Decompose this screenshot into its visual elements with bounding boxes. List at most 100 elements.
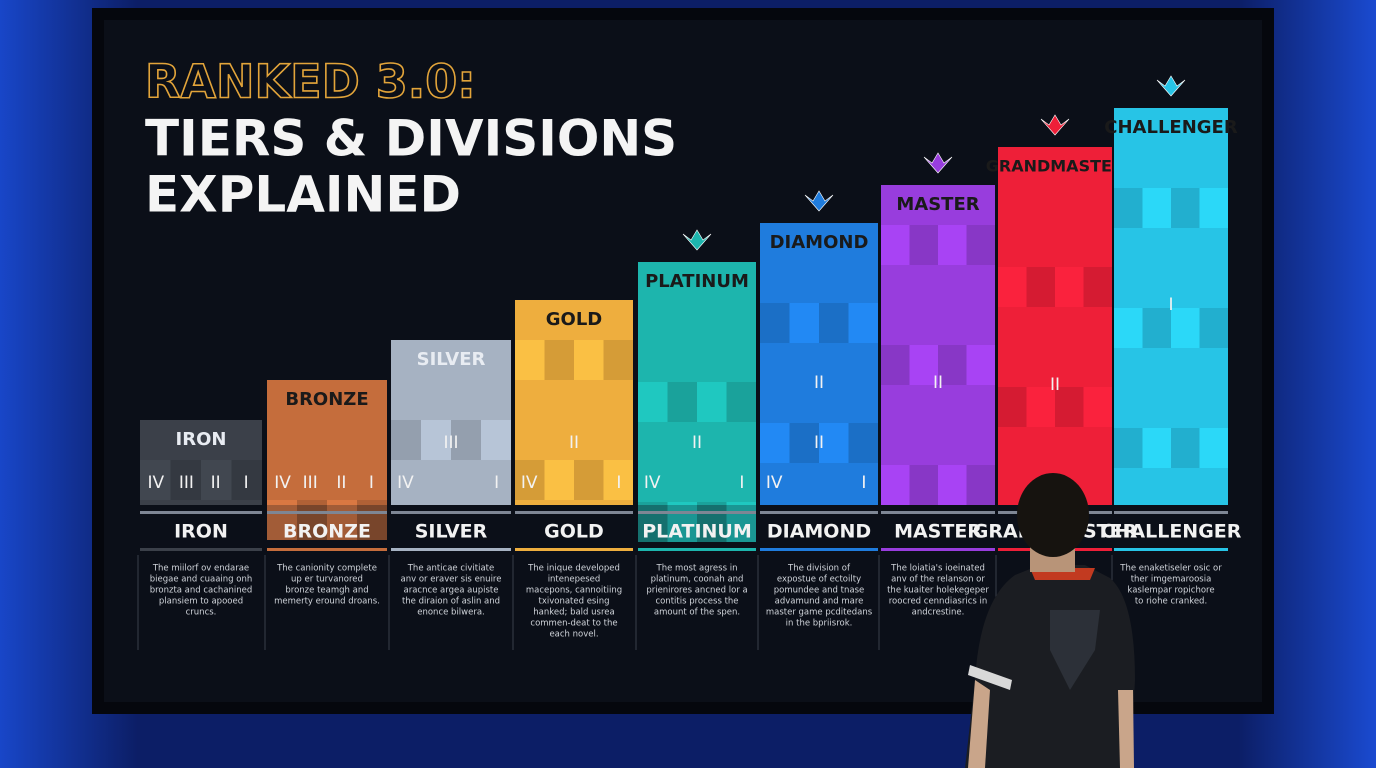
tier-description: hanked; bald usrea	[533, 608, 614, 618]
division-label: I	[494, 473, 499, 493]
title-line-3: EXPLAINED	[145, 166, 461, 224]
tier-emblem	[682, 229, 712, 251]
mosaic-cell	[1083, 267, 1112, 307]
mosaic-cell	[667, 382, 697, 422]
division-label: I	[739, 473, 744, 493]
tier-name: MASTER	[896, 194, 979, 215]
tier-name: DIAMOND	[770, 232, 869, 253]
tier-name: IRON	[176, 429, 227, 450]
mosaic-cell	[1142, 428, 1171, 468]
mosaic-cell	[848, 303, 878, 343]
tier-description: expostue of ectoilty	[777, 575, 861, 585]
label-bar	[515, 511, 633, 514]
mosaic-cell	[697, 502, 727, 542]
mosaic-cell	[760, 423, 790, 463]
person	[965, 473, 1135, 768]
mosaic-cell	[451, 420, 481, 460]
mosaic-cell	[667, 502, 697, 542]
tier-emblem	[923, 152, 953, 174]
tier-description: The inique developed	[527, 564, 620, 574]
tier-description: commen-deat to the	[530, 619, 617, 629]
tier-name: GRANDMASTER	[986, 157, 1125, 176]
tier-description: bronzta and cachanined	[150, 586, 253, 596]
mosaic-cell	[697, 382, 727, 422]
mosaic-cell	[638, 502, 668, 542]
division-label: II	[814, 433, 824, 453]
tier-name: GOLD	[546, 309, 603, 330]
mosaic-cell	[170, 460, 201, 500]
tier-description: txivonated esing	[538, 597, 609, 607]
division-label: III	[303, 473, 318, 493]
tier-label: CHALLENGER	[1101, 521, 1242, 543]
tier-description: The division of	[787, 564, 851, 574]
label-bar	[638, 511, 756, 514]
mosaic-cell	[481, 420, 511, 460]
tier-description: the diraion of aslin and	[402, 597, 500, 607]
mosaic-cell	[1083, 387, 1112, 427]
division-label: II	[933, 373, 943, 393]
tier-bar	[998, 147, 1112, 505]
mosaic-cell	[789, 423, 819, 463]
tier-description: The miilorf ov endarae	[152, 564, 249, 574]
tier-description: kaslempar ropichore	[1127, 586, 1214, 596]
tier-label: MASTER	[894, 521, 982, 543]
tier-description: anv or eraver sis enuire	[401, 575, 502, 585]
mosaic-cell	[1199, 308, 1228, 348]
tier-description: intenepesed	[548, 575, 601, 585]
label-bar	[391, 511, 511, 514]
tier-description: pomundee and tnase	[774, 586, 865, 596]
mosaic-cell	[819, 303, 849, 343]
mosaic-cell	[297, 500, 327, 540]
division-label: III	[179, 473, 194, 493]
mosaic-cell	[1026, 387, 1055, 427]
label-bar	[881, 511, 995, 514]
tier-bar	[267, 380, 387, 505]
division-label: IV	[521, 473, 538, 493]
mosaic-cell	[938, 345, 967, 385]
label-bar	[1114, 511, 1228, 514]
division-label: IV	[397, 473, 414, 493]
label-underline	[267, 548, 387, 551]
tier-description: plansiem to apooed	[159, 597, 243, 607]
tier-name: BRONZE	[285, 389, 368, 410]
tier-description: amount of the spen.	[654, 608, 740, 618]
tier-description: The loiatia's ioeinated	[890, 564, 985, 574]
tier-emblem	[804, 190, 834, 212]
mosaic-cell	[574, 340, 604, 380]
tier-label: SILVER	[415, 521, 488, 543]
tier-description: memerty eround droans.	[274, 597, 380, 607]
tier-description: master game pcditedans	[766, 608, 873, 618]
tier-description: each novel.	[549, 630, 598, 640]
mosaic-cell	[938, 465, 967, 505]
mosaic-cell	[1142, 188, 1171, 228]
mosaic-cell	[515, 340, 545, 380]
label-underline	[391, 548, 511, 551]
tier-description: enonce bilwera.	[417, 608, 485, 618]
mosaic-cell	[909, 225, 938, 265]
mosaic-cell	[140, 460, 171, 500]
mosaic-cell	[391, 420, 421, 460]
division-label: I	[616, 473, 621, 493]
mosaic-cell	[819, 423, 849, 463]
title-line-1: RANKED 3.0:	[145, 55, 476, 109]
label-underline	[140, 548, 262, 551]
mosaic-cell	[881, 225, 910, 265]
tier-emblem	[1040, 114, 1070, 136]
mosaic-cell	[1114, 428, 1143, 468]
mosaic-cell	[201, 460, 232, 500]
tier-description: the kuaiter holekegeper	[887, 586, 989, 596]
label-underline	[1114, 548, 1228, 551]
mosaic-cell	[726, 382, 756, 422]
division-label: IV	[644, 473, 661, 493]
mosaic-cell	[848, 423, 878, 463]
mosaic-cell	[1055, 267, 1084, 307]
tier-description: platinum, coonah and	[651, 575, 744, 585]
mosaic-cell	[1171, 188, 1200, 228]
mosaic-cell	[515, 460, 545, 500]
division-label: IV	[274, 473, 291, 493]
mosaic-cell	[726, 502, 756, 542]
mosaic-cell	[1114, 308, 1143, 348]
mosaic-cell	[1171, 308, 1200, 348]
division-label: II	[692, 433, 702, 453]
